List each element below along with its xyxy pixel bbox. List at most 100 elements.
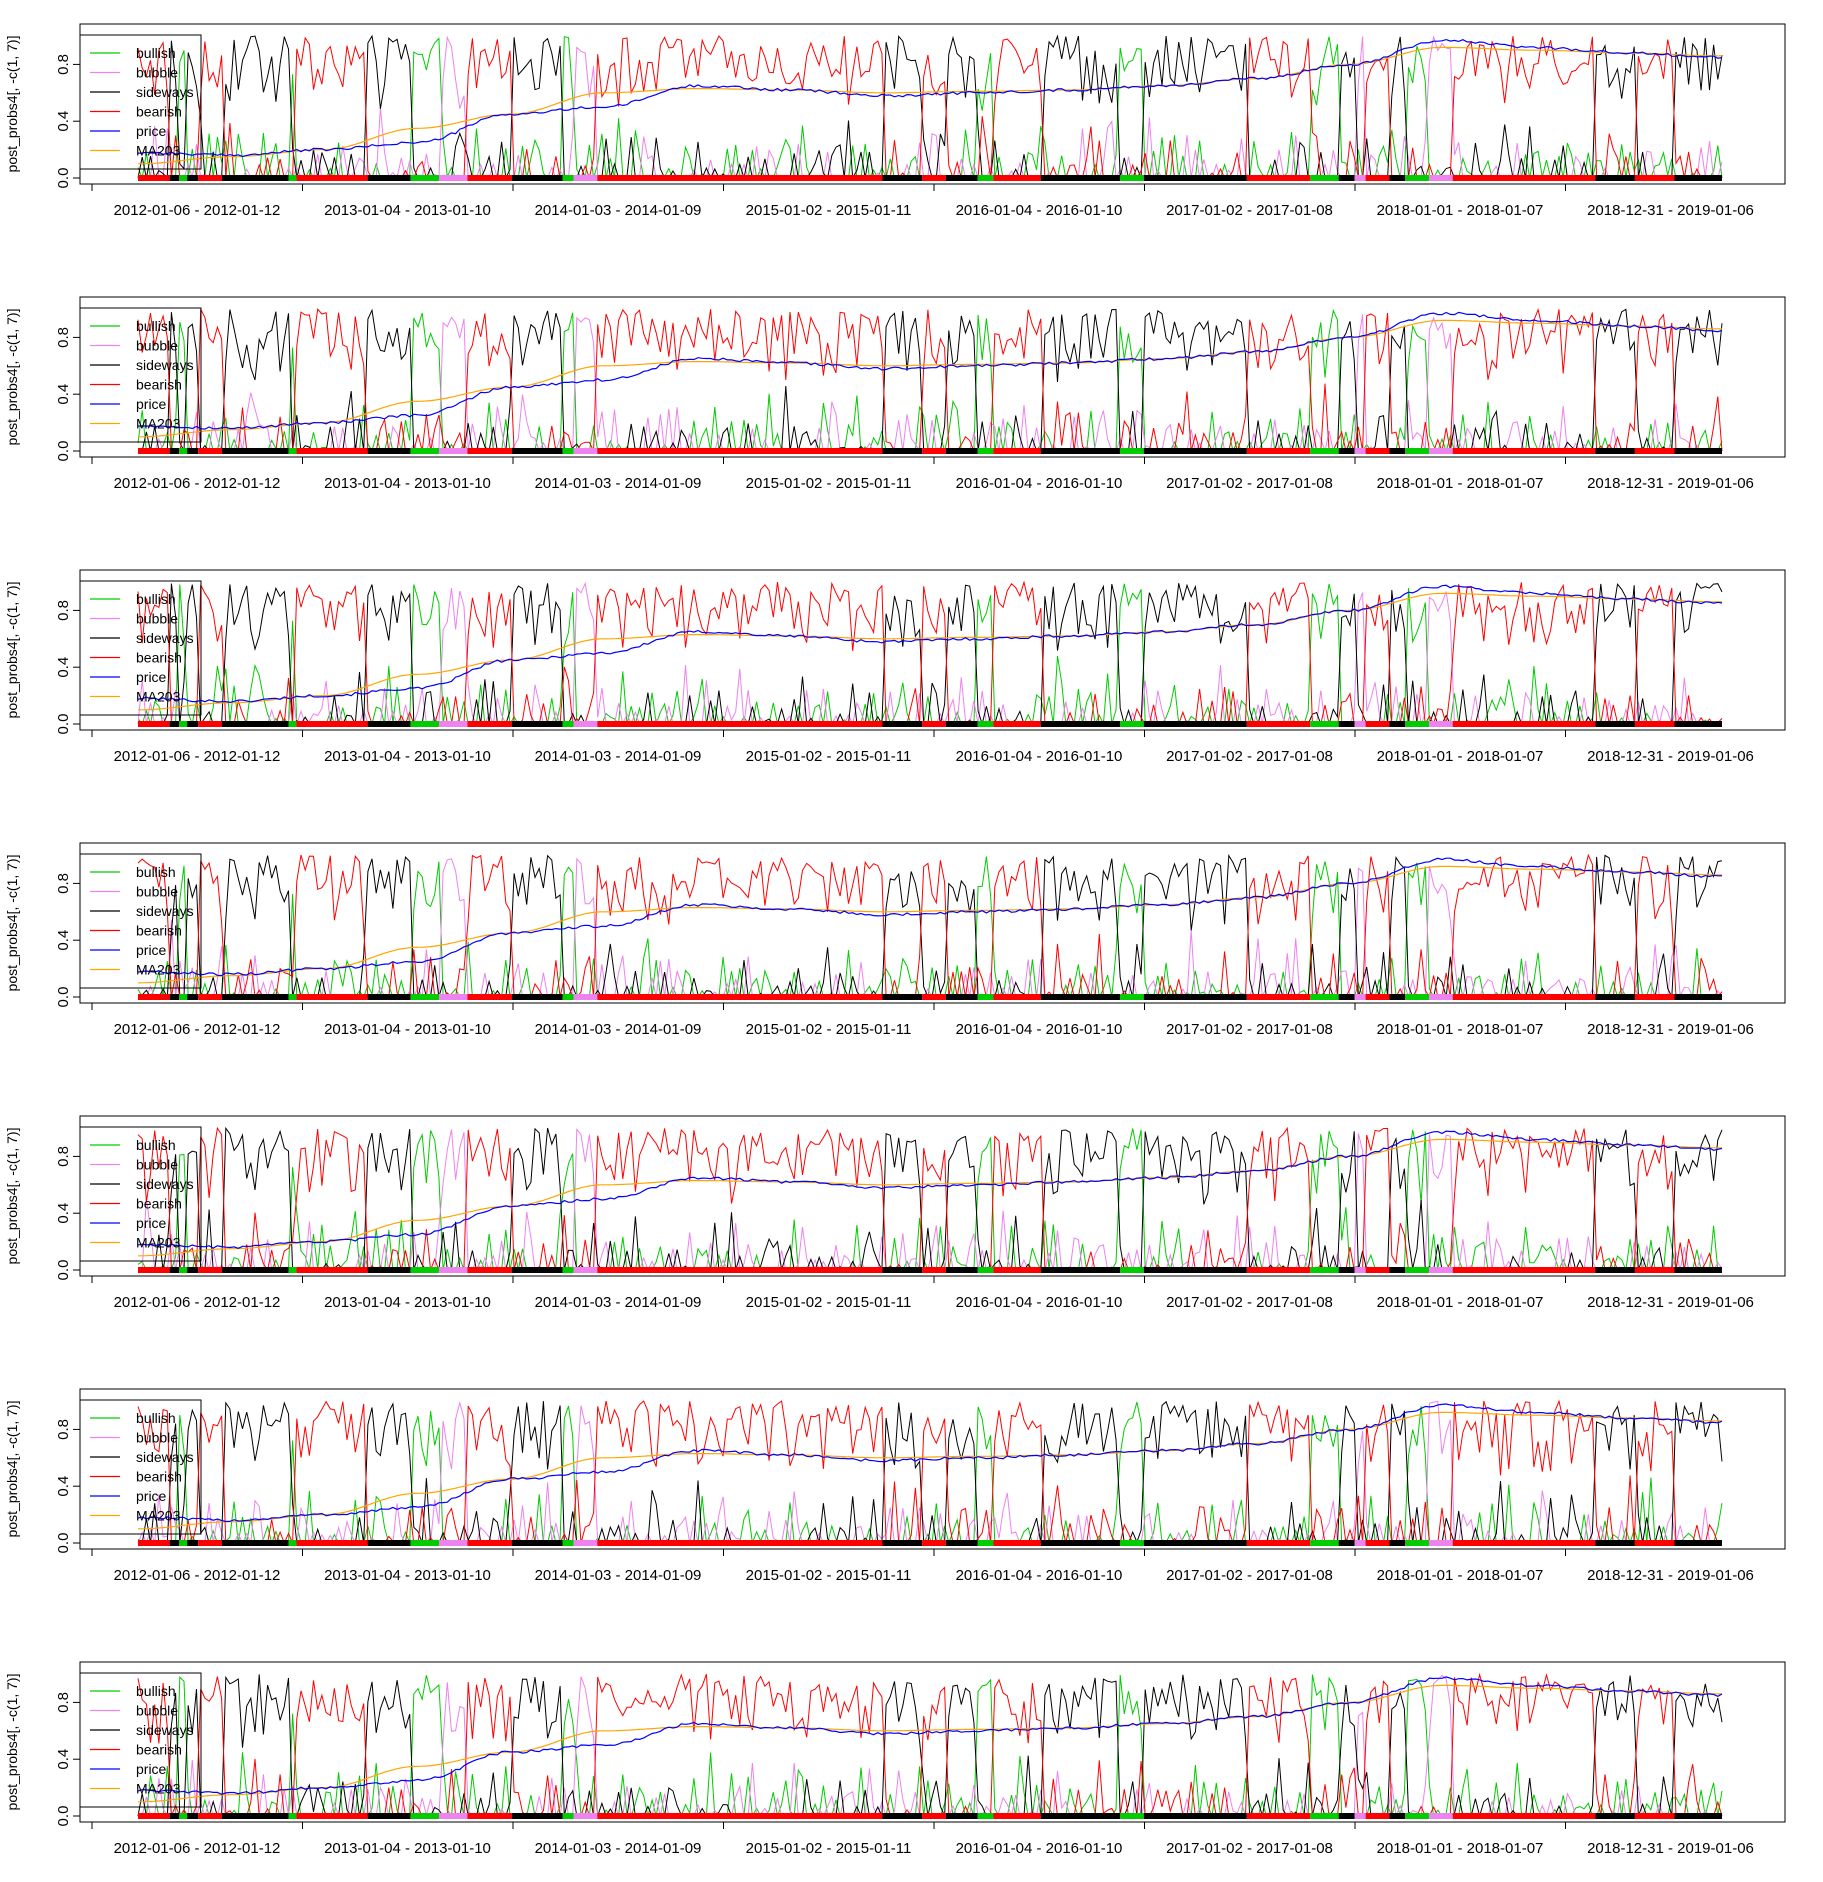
series-bearish-line (137, 1672, 1723, 1818)
regime-bar-bubble (573, 1267, 598, 1273)
regime-bar-bullish (288, 448, 297, 454)
legend-label-bubble: bubble (136, 884, 178, 900)
regime-bar-bullish (977, 1813, 994, 1819)
series-price-line (137, 1130, 1723, 1249)
regime-bar-sideways (1389, 175, 1406, 181)
regime-bar-sideways (511, 175, 563, 181)
legend-label-bubble: bubble (136, 65, 178, 81)
regime-bar-bubble (573, 721, 598, 727)
legend-label-price: price (136, 396, 167, 412)
x-tick-label: 2014-01-03 - 2014-01-09 (535, 1567, 702, 1584)
series-group (137, 1126, 1723, 1273)
regime-bar-sideways (511, 1267, 563, 1273)
regime-bar-bearish (922, 1267, 946, 1273)
x-tick-label: 2015-01-02 - 2015-01-11 (746, 475, 912, 492)
regime-bar-bubble (438, 721, 468, 727)
regime-bar-bearish (467, 175, 512, 181)
regime-bar-sideways (511, 721, 563, 727)
legend-box (79, 307, 202, 443)
regime-bar-bearish (1246, 1267, 1311, 1273)
regime-bar-bearish (296, 721, 368, 727)
legend-label-bearish: bearish (136, 1469, 182, 1485)
x-tick-label: 2018-01-01 - 2018-01-07 (1377, 475, 1544, 492)
x-tick-label: 2015-01-02 - 2015-01-11 (746, 1840, 912, 1857)
legend-label-price: price (136, 669, 167, 685)
series-bubble-line (137, 1400, 1722, 1545)
x-tick-label: 2016-01-04 - 2016-01-10 (956, 1021, 1123, 1038)
regime-bar-bearish (1452, 175, 1596, 181)
legend-label-sideways: sideways (136, 903, 194, 919)
regime-bar-sideways (169, 1540, 180, 1546)
regime-bar-sideways (945, 994, 978, 1000)
chart-panel-1: 0.0 0.4 0.8 post_probs4[, -c(1, 7)] 2012-01-… (4, 23, 1786, 219)
x-tick-label: 2018-01-01 - 2018-01-07 (1377, 748, 1544, 765)
x-tick-label: 2017-01-02 - 2017-01-08 (1166, 748, 1333, 765)
regime-bar-sideways (367, 1540, 411, 1546)
x-tick-label: 2018-12-31 - 2019-01-06 (1587, 475, 1754, 492)
series-ma203-line (138, 1138, 1722, 1257)
regime-bar-sideways (1389, 994, 1406, 1000)
regime-bar-bullish (410, 721, 439, 727)
legend-label-bullish: bullish (136, 45, 176, 61)
legend-label-bubble: bubble (136, 1157, 178, 1173)
regime-bar-bearish (198, 1267, 222, 1273)
x-tick-label: 2015-01-02 - 2015-01-11 (746, 1021, 912, 1038)
x-tick-label: 2018-12-31 - 2019-01-06 (1587, 1840, 1754, 1857)
legend-label-sideways: sideways (136, 1449, 194, 1465)
regime-bar-bearish (1365, 448, 1390, 454)
regime-bar-bearish (1452, 721, 1596, 727)
regime-bar-bearish (993, 994, 1041, 1000)
regime-bar-sideways (1389, 1813, 1406, 1819)
regime-bar-bubble (1354, 448, 1366, 454)
x-tick-label: 2012-01-06 - 2012-01-12 (114, 202, 281, 219)
regime-bar-bullish (1405, 1540, 1429, 1546)
regime-bar-bullish (288, 721, 297, 727)
regime-bar-bearish (597, 1813, 883, 1819)
y-tick-label: 0.0 (55, 441, 72, 462)
legend: bullish bubble sideways bearish price MA203 (79, 34, 202, 170)
regime-bar-bullish (179, 448, 188, 454)
regime-bar-bearish (993, 721, 1041, 727)
legend-label-bubble: bubble (136, 611, 178, 627)
regime-bar-bearish (1634, 1267, 1675, 1273)
regime-bar-bearish (198, 721, 222, 727)
regime-bar-sideways (945, 1540, 978, 1546)
legend-box (79, 34, 202, 170)
regime-bar-bullish (977, 721, 994, 727)
regime-bar-sideways (945, 1267, 978, 1273)
regime-bar-bubble (1354, 994, 1366, 1000)
regime-bar-bubble (1354, 1813, 1366, 1819)
regime-bar-bearish (1246, 994, 1311, 1000)
y-tick-label: 0.8 (55, 1692, 72, 1713)
plot-frame (79, 23, 1786, 185)
regime-bar-bearish (1246, 1540, 1311, 1546)
regime-bar-bearish (922, 721, 946, 727)
legend-label-bearish: bearish (136, 104, 182, 120)
regime-bar-bubble (1428, 1813, 1453, 1819)
regime-bar-bullish (179, 175, 188, 181)
regime-bar-bearish (1634, 448, 1675, 454)
regime-bar-bubble (1428, 994, 1453, 1000)
series-group (137, 34, 1723, 181)
x-tick-label: 2012-01-06 - 2012-01-12 (114, 1567, 281, 1584)
x-tick-label: 2012-01-06 - 2012-01-12 (114, 748, 281, 765)
y-axis-title: post_probs4[, -c(1, 7)] (4, 1401, 20, 1538)
regime-bar-bearish (1365, 1540, 1390, 1546)
x-tick-label: 2012-01-06 - 2012-01-12 (114, 1021, 281, 1038)
series-bullish-line (137, 1401, 1723, 1545)
regime-bar-bearish (1452, 1267, 1596, 1273)
regime-bar-bearish (922, 175, 946, 181)
regime-bar-bearish (198, 1540, 222, 1546)
y-axis-title: post_probs4[, -c(1, 7)] (4, 582, 20, 719)
legend-label-bearish: bearish (136, 1196, 182, 1212)
regime-bar-bullish (562, 994, 574, 1000)
regime-bar-sideways (1143, 1540, 1247, 1546)
y-tick-label: 0.4 (55, 1203, 72, 1224)
regime-bar-sideways (367, 448, 411, 454)
legend-label-ma203: MA203 (136, 416, 181, 432)
regime-bar-bearish (1452, 448, 1596, 454)
x-tick-label: 2017-01-02 - 2017-01-08 (1166, 1567, 1333, 1584)
regime-bar-bubble (1428, 1540, 1453, 1546)
regime-bar-sideways (1389, 448, 1406, 454)
regime-bar-bearish (198, 175, 222, 181)
